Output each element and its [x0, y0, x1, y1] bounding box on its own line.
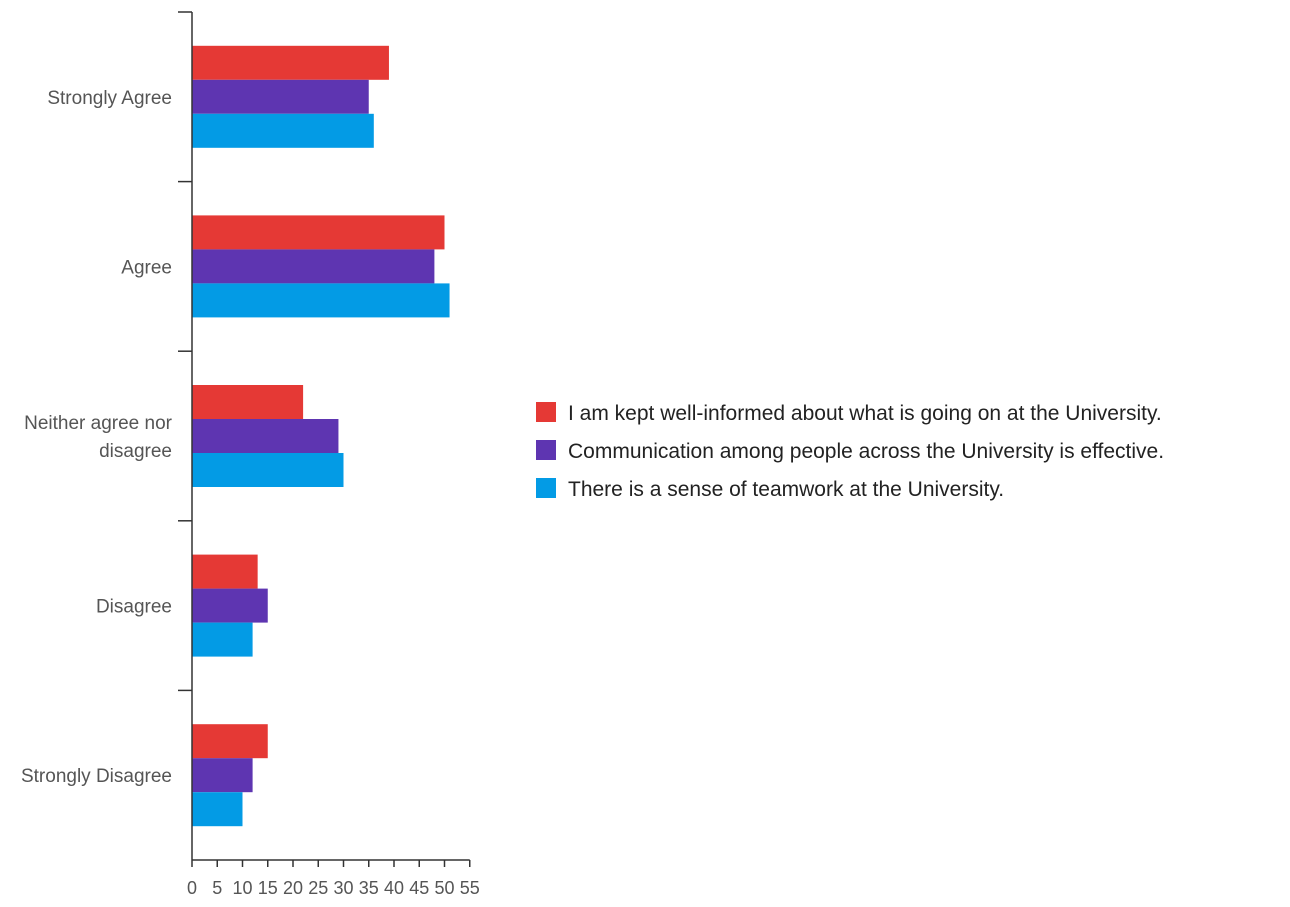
category-label-disagree: Disagree — [96, 597, 172, 618]
bar-strongly-agree-series-2 — [192, 79, 369, 114]
legend-label-3: There is a sense of teamwork at the Univ… — [568, 478, 1004, 501]
bars-layer — [192, 45, 450, 827]
legend: I am kept well-informed about what is go… — [536, 402, 1164, 501]
bar-disagree-series-2 — [192, 588, 268, 623]
bar-strongly-disagree-series-3 — [192, 792, 243, 827]
category-label-neither-agree-nor-disagree: Neither agree nor disagree — [24, 413, 173, 462]
legend-swatch-3 — [536, 478, 556, 498]
bar-neither-agree-nor-disagree-series-3 — [192, 453, 344, 487]
bar-strongly-disagree-series-1 — [192, 724, 268, 759]
bar-agree-series-2 — [192, 249, 435, 284]
x-tick-label-30: 30 — [333, 878, 353, 898]
bar-strongly-agree-series-3 — [192, 113, 374, 148]
bar-strongly-agree-series-1 — [192, 45, 389, 80]
bar-agree-series-1 — [192, 215, 445, 250]
bar-agree-series-3 — [192, 283, 450, 318]
legend-label-1: I am kept well-informed about what is go… — [568, 402, 1162, 425]
x-tick-label-5: 5 — [212, 878, 222, 898]
x-tick-label-50: 50 — [434, 878, 454, 898]
category-label-strongly-disagree: Strongly Disagree — [21, 766, 172, 787]
bar-neither-agree-nor-disagree-series-2 — [192, 419, 339, 453]
x-tick-label-35: 35 — [359, 878, 379, 898]
category-label-agree: Agree — [121, 257, 172, 278]
legend-label-2: Communication among people across the Un… — [568, 440, 1164, 463]
bar-disagree-series-1 — [192, 554, 258, 589]
x-tick-label-25: 25 — [308, 878, 328, 898]
x-tick-label-10: 10 — [232, 878, 252, 898]
legend-swatch-1 — [536, 402, 556, 422]
category-label-strongly-agree: Strongly Agree — [47, 88, 172, 109]
bar-strongly-disagree-series-2 — [192, 758, 253, 793]
x-tick-label-20: 20 — [283, 878, 303, 898]
x-tick-label-55: 55 — [460, 878, 480, 898]
x-tick-label-15: 15 — [258, 878, 278, 898]
axis-layer: Strongly Agree Agree Neither agree nor disa… — [21, 11, 480, 898]
bar-disagree-series-3 — [192, 622, 253, 657]
bar-neither-agree-nor-disagree-series-1 — [192, 385, 304, 419]
x-tick-label-0: 0 — [187, 878, 197, 898]
x-tick-label-40: 40 — [384, 878, 404, 898]
legend-swatch-2 — [536, 440, 556, 460]
x-tick-label-45: 45 — [409, 878, 429, 898]
